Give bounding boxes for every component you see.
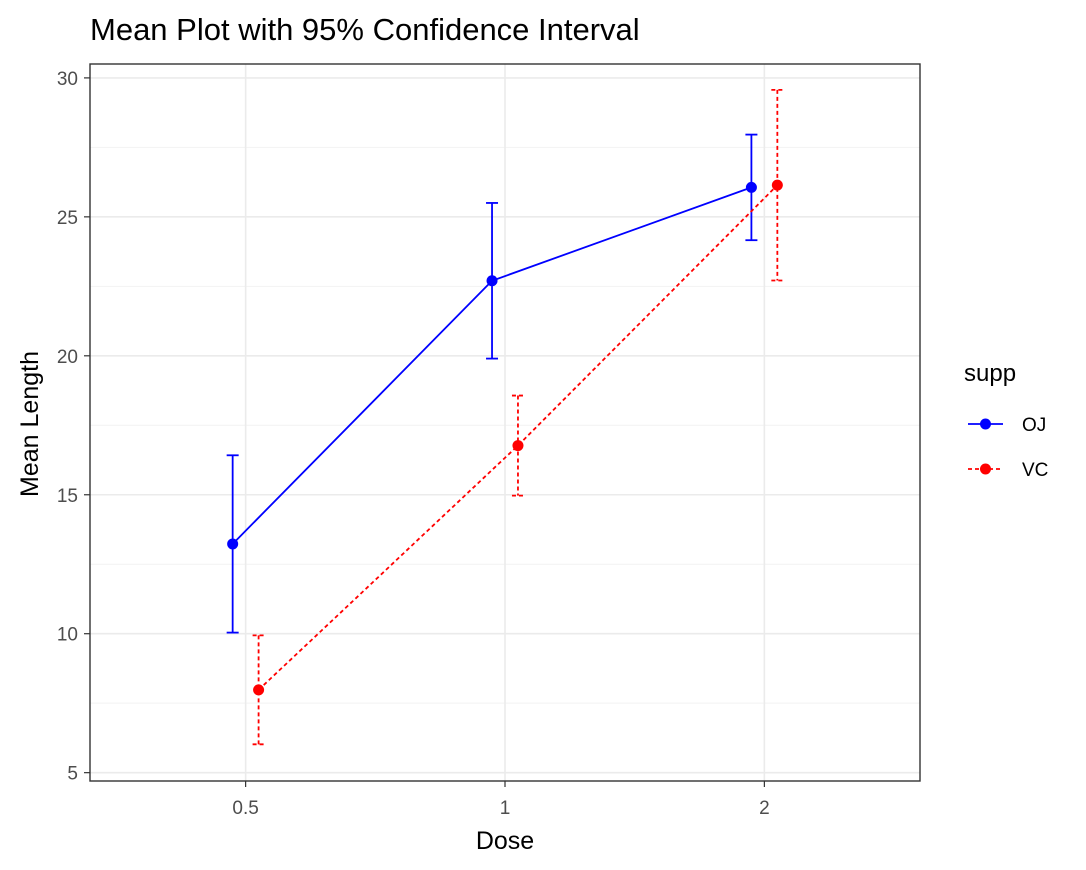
y-tick-label: 10 (57, 625, 78, 646)
legend-title: supp (964, 360, 1016, 387)
error-bar (252, 634, 265, 746)
legend-item-oj: OJ (968, 415, 1046, 436)
grid-lines (90, 64, 920, 781)
y-tick-label: 30 (57, 69, 78, 90)
series-layer (226, 88, 784, 746)
y-tick-label: 20 (57, 347, 78, 368)
data-point (745, 181, 757, 193)
legend-label: OJ (1022, 415, 1046, 436)
data-point (486, 275, 498, 287)
axes: 5 10 15 20 25 30 0.5 1 2 (57, 69, 770, 819)
y-tick-label: 15 (57, 486, 78, 507)
legend-label: VC (1022, 460, 1048, 481)
chart-title: Mean Plot with 95% Confidence Interval (90, 12, 640, 47)
error-bar (771, 88, 784, 282)
y-axis-title: Mean Length (16, 351, 44, 497)
legend-marker (980, 418, 991, 430)
x-axis-title: Dose (476, 827, 534, 855)
data-point (771, 179, 783, 191)
y-tick-label: 5 (67, 764, 78, 785)
series-oj (226, 133, 758, 634)
data-point (253, 684, 265, 696)
data-point (227, 538, 239, 550)
legend: supp OJ VC (964, 360, 1048, 481)
x-tick-label: 0.5 (232, 798, 258, 819)
series-vc (252, 88, 784, 746)
data-point (512, 440, 524, 452)
x-tick-label: 1 (500, 798, 511, 819)
x-tick-label: 2 (759, 798, 770, 819)
legend-marker (980, 463, 991, 475)
y-tick-label: 25 (57, 208, 78, 229)
legend-item-vc: VC (968, 460, 1048, 481)
